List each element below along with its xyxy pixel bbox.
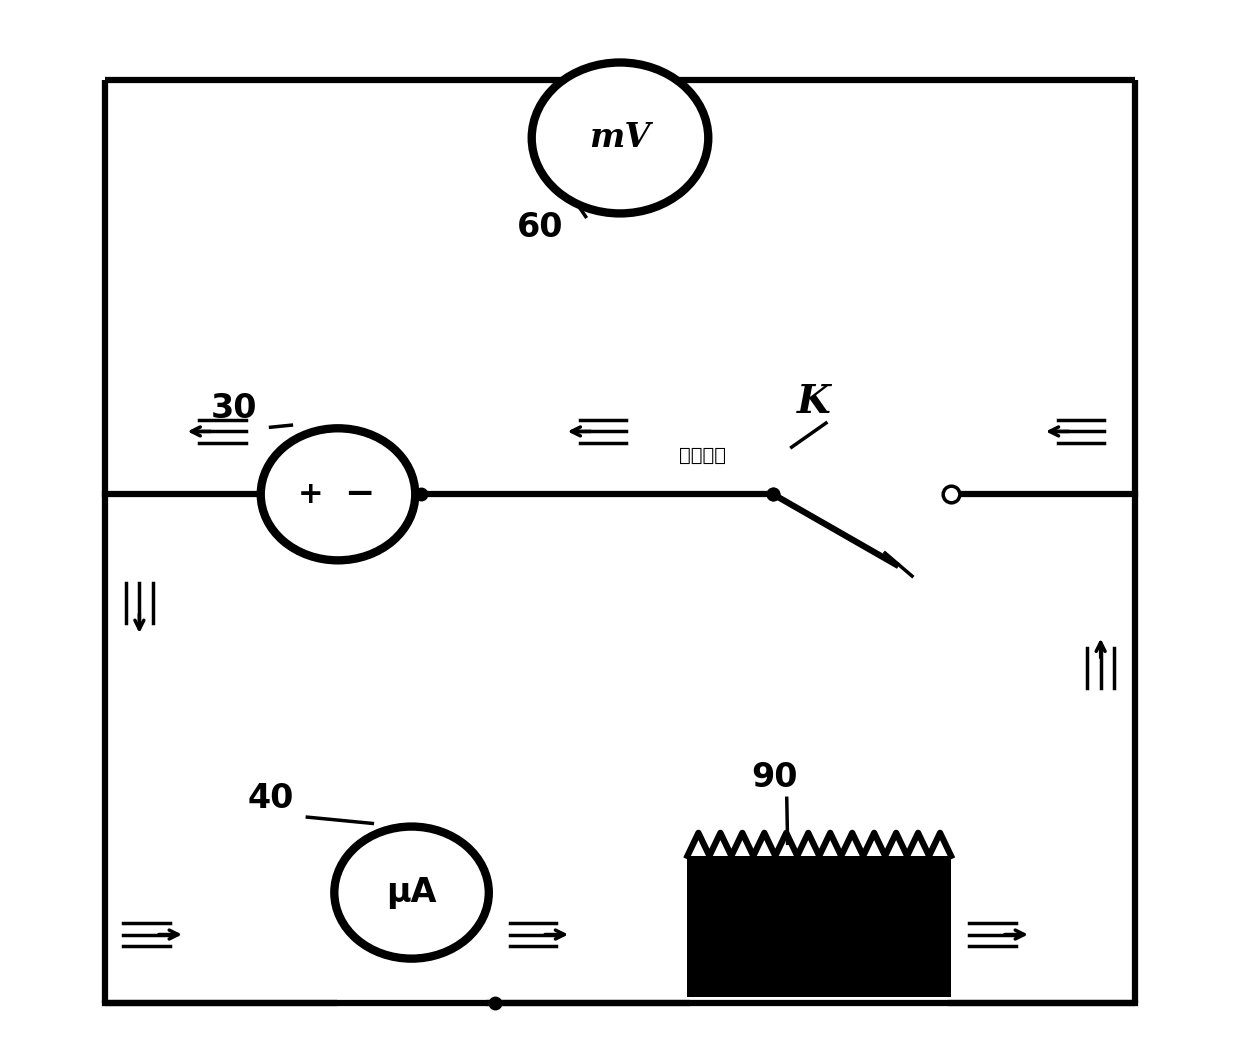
Bar	[687, 856, 951, 997]
Text: 90: 90	[751, 760, 797, 793]
Text: 30: 30	[211, 392, 257, 425]
Text: μA: μA	[387, 876, 436, 909]
Text: 电流方向: 电流方向	[678, 446, 725, 465]
Text: 40: 40	[247, 782, 294, 815]
Text: −: −	[343, 477, 374, 511]
Text: mV: mV	[589, 121, 651, 154]
Text: 60: 60	[517, 210, 563, 243]
Circle shape	[335, 826, 489, 959]
Circle shape	[532, 63, 708, 213]
Circle shape	[260, 428, 415, 561]
Text: K: K	[797, 383, 831, 421]
Text: +: +	[298, 480, 324, 509]
